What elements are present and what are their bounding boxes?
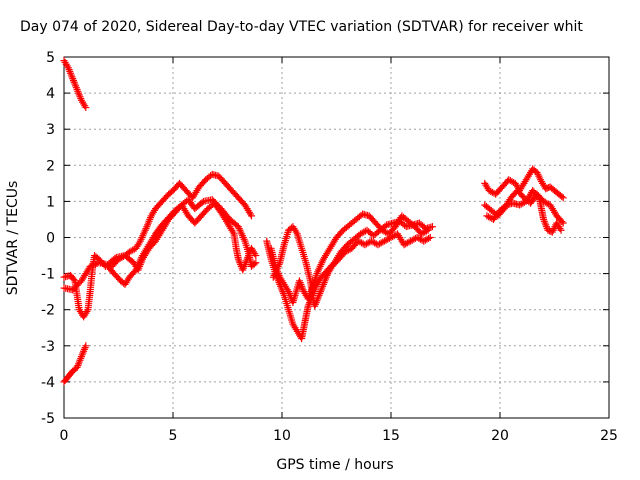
x-axis-label: GPS time / hours (276, 457, 394, 473)
data-point (559, 194, 567, 202)
data-point (425, 234, 433, 242)
data-point (371, 239, 379, 247)
y-tick-label: -5 (41, 411, 55, 427)
data-point (426, 234, 434, 241)
data-point (558, 193, 566, 201)
data-point (534, 192, 542, 200)
series-track-1 (60, 57, 90, 112)
data-point (416, 235, 424, 243)
data-point (252, 252, 260, 260)
data-point (358, 239, 366, 247)
series-track-10 (481, 187, 567, 227)
y-tick-label: 2 (46, 158, 55, 174)
data-point (198, 199, 206, 207)
series-track-4 (60, 196, 260, 294)
data-point (428, 223, 436, 231)
data-point (250, 260, 258, 268)
data-point (422, 227, 430, 235)
data-marks (60, 57, 567, 386)
data-point (82, 342, 90, 350)
data-point (111, 255, 119, 263)
x-tick-label: 25 (600, 428, 618, 444)
x-tick-label: 20 (491, 428, 509, 444)
series-track-3 (60, 170, 255, 321)
x-tick-label: 10 (273, 428, 291, 444)
y-tick-label: 4 (46, 86, 55, 102)
y-tick-label: -4 (41, 375, 55, 391)
data-point (423, 235, 431, 243)
data-point (508, 178, 516, 186)
x-tick-label: 0 (60, 428, 69, 444)
data-point (559, 219, 567, 227)
data-point (558, 218, 566, 226)
y-tick-label: 5 (46, 50, 55, 66)
series-track-11 (483, 187, 565, 236)
y-tick-label: -3 (41, 339, 55, 355)
y-axis-label: SDTVAR / TECUs (5, 180, 21, 296)
y-tick-label: -2 (41, 303, 55, 319)
data-point (82, 104, 90, 112)
data-point (70, 275, 78, 283)
data-point (247, 212, 255, 220)
data-point (543, 199, 551, 207)
data-point (252, 259, 260, 267)
x-tick-label: 5 (169, 428, 178, 444)
y-tick-label: 1 (46, 194, 55, 210)
x-tick-label: 15 (382, 428, 400, 444)
data-point (364, 239, 372, 247)
y-tick-label: -1 (41, 267, 55, 283)
y-tick-label: 3 (46, 122, 55, 138)
chart-title: Day 074 of 2020, Sidereal Day-to-day VTE… (20, 19, 583, 35)
series-track-5 (104, 199, 260, 288)
y-tick-label: 0 (46, 231, 55, 247)
series-track-8 (269, 223, 434, 310)
data-point (557, 226, 565, 234)
series-track-2 (60, 342, 90, 386)
data-point (424, 226, 432, 234)
